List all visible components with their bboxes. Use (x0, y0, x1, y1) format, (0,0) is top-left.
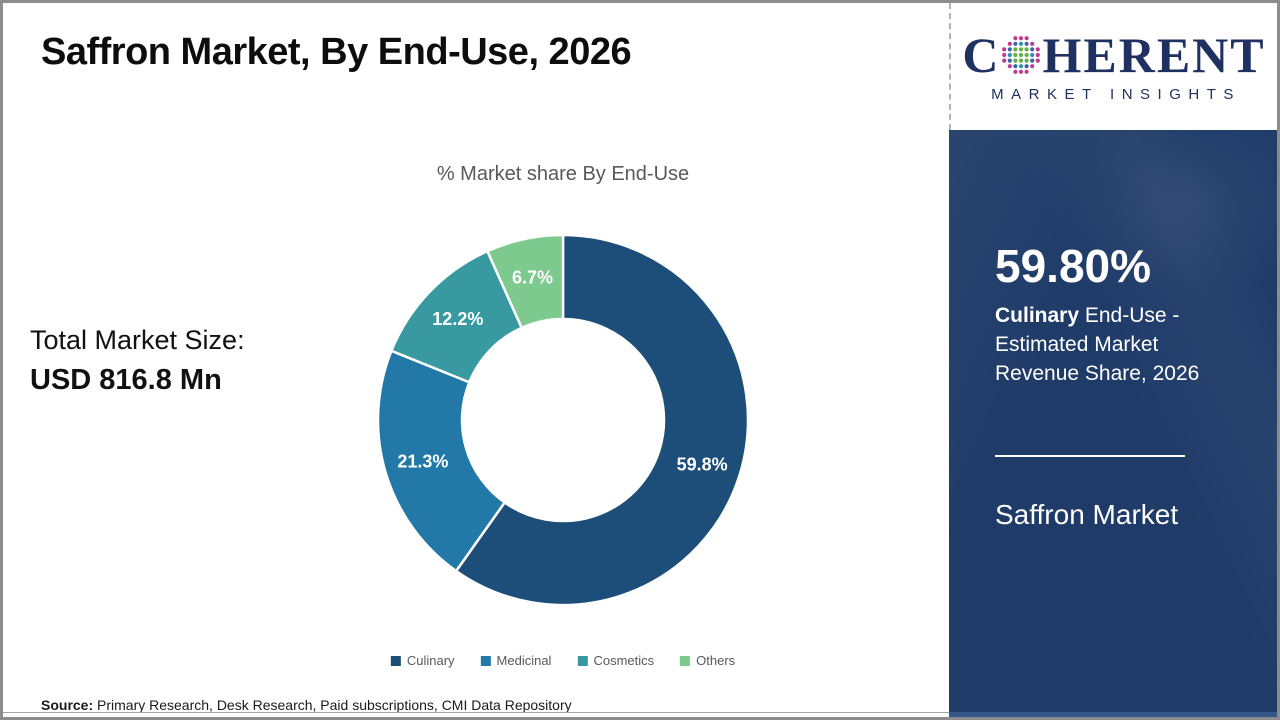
globe-dot (1024, 69, 1030, 74)
globe-dot (1036, 52, 1041, 58)
globe-dot (1019, 36, 1024, 41)
logo-letter-c: C (962, 27, 1001, 83)
donut-slice-medicinal (376, 349, 506, 573)
globe-dot (1030, 52, 1035, 58)
company-logo: C HERENT MARKET INSIGHTS (949, 3, 1277, 130)
stat-value: 59.80% (995, 240, 1152, 292)
sidebar-divider (995, 455, 1185, 458)
legend-item-culinary: Culinary (390, 653, 455, 668)
globe-dot (1013, 64, 1018, 69)
highlight-panel: 59.80% Culinary End-Use - Estimated Mark… (949, 130, 1277, 717)
legend-swatch-cosmetics (577, 655, 588, 666)
globe-dot (1019, 47, 1024, 52)
globe-dot (1013, 41, 1018, 46)
total-market-size-block: Total Market Size: USD 816.8 Mn (30, 325, 245, 397)
donut-slice-others (486, 233, 565, 330)
legend-label-cosmetics: Cosmetics (593, 653, 655, 668)
globe-dot (1019, 52, 1024, 58)
globe-dot (1024, 36, 1030, 41)
globe-dot (1013, 36, 1018, 41)
stat-description-rest: End-Use - Estimated Market Revenue Share… (995, 304, 1200, 386)
globe-dot (1008, 58, 1013, 63)
logo-wordmark: C HERENT (962, 30, 1265, 80)
globe-dot (1030, 47, 1035, 52)
globe-dot (1002, 58, 1007, 63)
sidebar-market-name: Saffron Market (995, 499, 1179, 531)
chart-legend: Culinary Medicinal Cosmetics Others (390, 653, 735, 668)
donut-chart-svg: 59.8% 21.3% 12.2% 6.7% (376, 233, 750, 607)
globe-dot (1024, 64, 1030, 69)
globe-dot (1008, 41, 1013, 46)
stat-description-segment: Culinary (995, 304, 1080, 328)
globe-dot (1008, 52, 1013, 58)
globe-dot (1002, 47, 1007, 52)
chart-subtitle: % Market share By End-Use (436, 163, 690, 185)
sidebar: C HERENT MARKET INSIGHTS 59.80% Culinary… (949, 3, 1277, 717)
globe-dot (1008, 47, 1013, 52)
stat-description: Culinary End-Use - Estimated Market Reve… (995, 302, 1223, 389)
globe-dot (1013, 69, 1018, 74)
bottom-divider (3, 712, 949, 713)
page-title: Saffron Market, By End-Use, 2026 (41, 31, 632, 73)
globe-dot (1024, 47, 1030, 52)
globe-dot (1013, 47, 1018, 52)
slice-label-medicinal: 21.3% (397, 451, 448, 471)
globe-dot (1013, 52, 1018, 58)
main-content: Saffron Market, By End-Use, 2026 % Marke… (3, 3, 949, 717)
source-text: Primary Research, Desk Research, Paid su… (93, 697, 572, 713)
slice-label-others: 6.7% (512, 268, 553, 288)
globe-dot (1008, 64, 1013, 69)
legend-label-others: Others (696, 653, 736, 668)
total-market-size-value: USD 816.8 Mn (30, 364, 222, 396)
globe-dot (1002, 52, 1007, 58)
globe-dot (1019, 69, 1024, 74)
legend-swatch-culinary (390, 655, 401, 666)
slice-label-culinary: 59.8% (677, 455, 728, 475)
legend-item-others: Others (680, 653, 735, 668)
source-label: Source: (41, 697, 94, 713)
donut-slice-culinary (454, 233, 750, 607)
globe-dot (1024, 58, 1030, 63)
legend-label-medicinal: Medicinal (496, 653, 552, 668)
legend-swatch-others (680, 655, 691, 666)
globe-dot (1036, 58, 1041, 63)
globe-dot (1024, 41, 1030, 46)
slice-label-cosmetics: 12.2% (432, 309, 483, 329)
total-market-size-label: Total Market Size: (30, 325, 245, 355)
legend-swatch-medicinal (480, 655, 491, 666)
globe-dot (1024, 52, 1030, 58)
globe-dot (1019, 64, 1024, 69)
source-line: Source: Primary Research, Desk Research,… (41, 697, 572, 713)
globe-dot (1036, 47, 1041, 52)
legend-label-culinary: Culinary (406, 653, 455, 668)
logo-globe-icon (1002, 36, 1041, 74)
globe-dot (1019, 58, 1024, 63)
globe-dot (1030, 58, 1035, 63)
logo-letters-herent: HERENT (1042, 27, 1266, 83)
legend-item-medicinal: Medicinal (480, 653, 552, 668)
logo-tagline: MARKET INSIGHTS (991, 86, 1241, 103)
donut-chart: 59.8% 21.3% 12.2% 6.7% (373, 230, 753, 610)
globe-dot (1019, 41, 1024, 46)
globe-dot (1030, 41, 1035, 46)
legend-item-cosmetics: Cosmetics (577, 653, 654, 668)
globe-dot (1013, 58, 1018, 63)
globe-dot (1030, 64, 1035, 69)
